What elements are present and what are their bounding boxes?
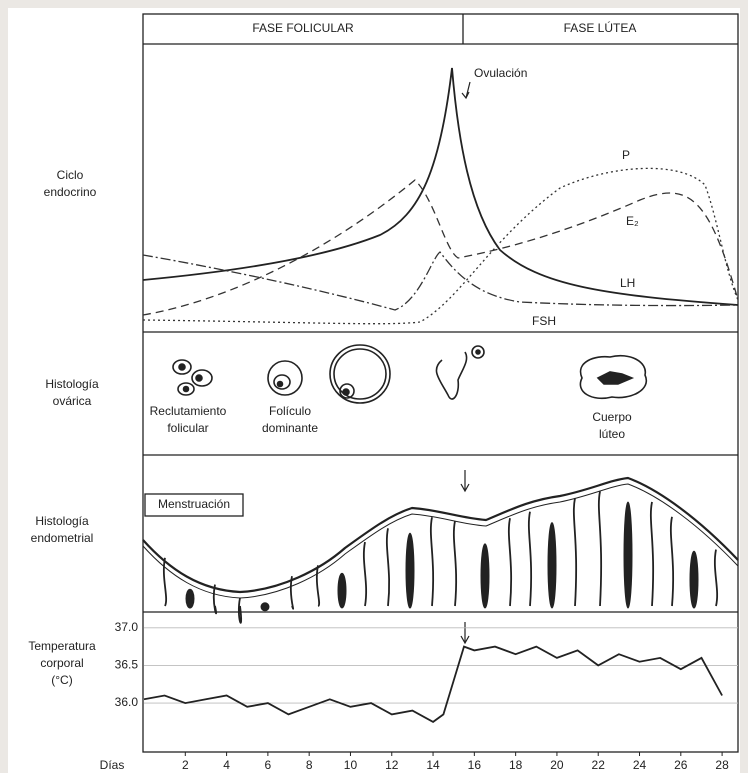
x-tick-label: 6	[265, 758, 272, 772]
ovulation-label: Ovulación	[474, 66, 527, 80]
x-tick-label: 8	[306, 758, 313, 772]
x-tick-label: 22	[592, 758, 606, 772]
ovary-label: dominante	[262, 421, 318, 435]
phase-label: FASE FOLICULAR	[252, 21, 354, 35]
row-label: endometrial	[31, 531, 94, 545]
row-label: ovárica	[53, 394, 92, 408]
row-label: (°C)	[51, 673, 72, 687]
row-label: Histología	[35, 514, 89, 528]
gland	[406, 533, 414, 608]
gland	[624, 502, 632, 608]
gland	[690, 551, 698, 608]
row-label: Temperatura	[28, 639, 96, 653]
x-tick-label: 4	[223, 758, 230, 772]
hormone-label: FSH	[532, 314, 556, 328]
x-tick-label: 28	[715, 758, 729, 772]
ovary-label: folicular	[167, 421, 208, 435]
hormone-label: P	[622, 148, 630, 162]
row-label: corporal	[40, 656, 83, 670]
ovary-label: lúteo	[599, 427, 625, 441]
x-tick-label: 14	[426, 758, 440, 772]
x-tick-label: 10	[344, 758, 358, 772]
row-label: Histología	[45, 377, 99, 391]
y-tick-label: 37.0	[115, 620, 139, 634]
ovary-label: Reclutamiento	[150, 404, 227, 418]
figure: FASE FOLICULAR FASE LÚTEA Ciclo endocrin…	[0, 0, 748, 773]
gland	[548, 523, 556, 608]
phase-label: FASE LÚTEA	[564, 20, 637, 35]
x-tick-label: 2	[182, 758, 189, 772]
y-tick-label: 36.5	[115, 658, 139, 672]
gland	[481, 544, 489, 608]
x-tick-label: 12	[385, 758, 399, 772]
gland	[338, 573, 346, 608]
ovary-label: Cuerpo	[592, 410, 632, 424]
y-tick-label: 36.0	[115, 695, 139, 709]
x-tick-label: 24	[633, 758, 647, 772]
x-tick-label: 18	[509, 758, 523, 772]
hormone-label: LH	[620, 276, 635, 290]
row-label: Ciclo	[57, 168, 84, 182]
menstruation-label: Menstruación	[158, 497, 230, 511]
hormone-label: E₂	[626, 214, 639, 228]
x-tick-label: 16	[468, 758, 482, 772]
row-label: endocrino	[44, 185, 97, 199]
x-axis-label: Días	[100, 758, 125, 772]
x-tick-label: 26	[674, 758, 688, 772]
gland	[186, 589, 194, 608]
x-tick-label: 20	[550, 758, 564, 772]
gland	[261, 603, 269, 611]
ovary-label: Folículo	[269, 404, 311, 418]
